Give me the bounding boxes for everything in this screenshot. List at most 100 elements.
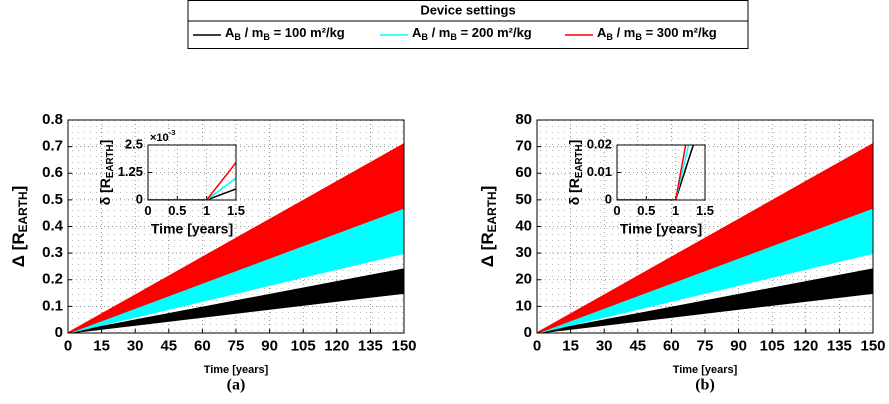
label-part: / m — [428, 25, 450, 40]
label-part: B — [263, 32, 270, 42]
label-part: ×10 — [150, 132, 169, 144]
label-part: ] — [97, 140, 113, 145]
label-part: ] — [9, 186, 28, 192]
label-part: δ [R — [97, 178, 113, 205]
label-part: / m — [241, 25, 263, 40]
label-part: B — [606, 32, 613, 42]
series-line — [68, 143, 404, 333]
series-line — [148, 188, 236, 200]
label-part: Δ [R — [478, 232, 497, 267]
axes-frame — [536, 119, 874, 334]
legend-label: AB / mB = 100 m²/kg — [225, 25, 345, 42]
x-tick-label: 135 — [827, 337, 852, 354]
axes-frame — [147, 144, 237, 201]
x-axis-label: Time [years] — [204, 364, 269, 376]
series-line — [68, 268, 404, 333]
lower-line — [537, 292, 873, 333]
lower-line — [537, 207, 873, 333]
series-line — [537, 143, 873, 333]
y-tick-label: 80 — [515, 111, 532, 128]
x-tick-label: 15 — [562, 337, 579, 354]
label-part: B — [635, 32, 642, 42]
x-tick-label: 0 — [144, 203, 151, 218]
series-group — [148, 162, 236, 200]
y-tick-label: 40 — [515, 217, 532, 234]
x-tick-label: 1.5 — [227, 203, 245, 218]
y-tick-label: 50 — [515, 191, 532, 208]
y-tick-label: 0.1 — [42, 297, 63, 314]
lower-line — [68, 252, 404, 333]
series-group — [617, 145, 694, 200]
series-line — [537, 268, 873, 333]
label-part: B — [450, 32, 457, 42]
series-line — [617, 145, 687, 200]
label-part: ] — [478, 186, 497, 192]
label-part: -3 — [169, 128, 176, 137]
legend-box — [187, 0, 749, 49]
y-axis-label: δ [REARTH] — [566, 140, 585, 206]
label-part: A — [412, 25, 422, 40]
x-tick-label: 60 — [194, 337, 211, 354]
x-tick-label: 150 — [860, 337, 885, 354]
series-line — [617, 145, 694, 200]
label-part: δ [R — [566, 178, 582, 205]
x-tick-label: 1.5 — [696, 203, 714, 218]
x-tick-label: 0 — [533, 337, 541, 354]
lower-line — [68, 207, 404, 333]
y-tick-label: 1.25 — [118, 164, 143, 179]
label-part: B — [234, 32, 241, 42]
y-tick-label: 30 — [515, 244, 532, 261]
y-tick-label: 2.5 — [125, 136, 143, 151]
lower-line — [537, 252, 873, 333]
x-tick-label: 120 — [793, 337, 818, 354]
x-tick-label: 1 — [203, 203, 210, 218]
label-part: A — [597, 25, 607, 40]
y-tick-label: 0 — [55, 324, 63, 341]
y-tick-label: 0.02 — [587, 136, 612, 151]
label-part: EARTH — [105, 144, 116, 178]
label-part: = 300 m²/kg — [642, 25, 717, 40]
x-tick-label: 1 — [672, 203, 679, 218]
series-line — [148, 162, 236, 200]
label-part: EARTH — [16, 191, 30, 232]
y-tick-label: 0.4 — [42, 217, 64, 234]
series-line — [617, 145, 690, 200]
y-tick-label: 20 — [515, 271, 532, 288]
x-tick-label: 0 — [64, 337, 72, 354]
legend-title: Device settings — [420, 2, 515, 17]
x-tick-label: 105 — [291, 337, 316, 354]
y-axis-label: δ [REARTH] — [97, 140, 116, 206]
x-tick-label: 75 — [228, 337, 245, 354]
label-part: / m — [613, 25, 635, 40]
y-tick-label: 10 — [515, 297, 532, 314]
y-tick-label: 0.5 — [42, 191, 63, 208]
y-tick-label: 0.01 — [587, 164, 612, 179]
x-axis-label: Time [years] — [673, 364, 738, 376]
x-tick-label: 0.5 — [637, 203, 655, 218]
x-tick-label: 90 — [261, 337, 278, 354]
x-tick-label: 120 — [324, 337, 349, 354]
y-tick-label: 0.3 — [42, 244, 63, 261]
x-axis-label: Time [years] — [151, 221, 233, 237]
x-tick-label: 75 — [697, 337, 714, 354]
y-axis-label: Δ [REARTH] — [478, 186, 499, 268]
x-tick-label: 150 — [391, 337, 416, 354]
axes-frame — [616, 144, 706, 201]
x-tick-label: 45 — [629, 337, 646, 354]
caption: (a) — [227, 377, 246, 394]
series-group — [537, 143, 873, 333]
y-axis-label: Δ [REARTH] — [9, 186, 30, 268]
y-tick-label: 0 — [605, 191, 612, 206]
series-line — [148, 177, 236, 200]
x-tick-label: 45 — [160, 337, 177, 354]
x-tick-label: 30 — [596, 337, 613, 354]
y-tick-label: 0 — [524, 324, 532, 341]
x-tick-label: 60 — [663, 337, 680, 354]
x-tick-label: 30 — [127, 337, 144, 354]
label-part: ] — [566, 140, 582, 145]
x-tick-label: 105 — [760, 337, 785, 354]
y-tick-label: 0.2 — [42, 271, 63, 288]
x-tick-label: 15 — [93, 337, 110, 354]
label-part: Δ [R — [9, 232, 28, 267]
